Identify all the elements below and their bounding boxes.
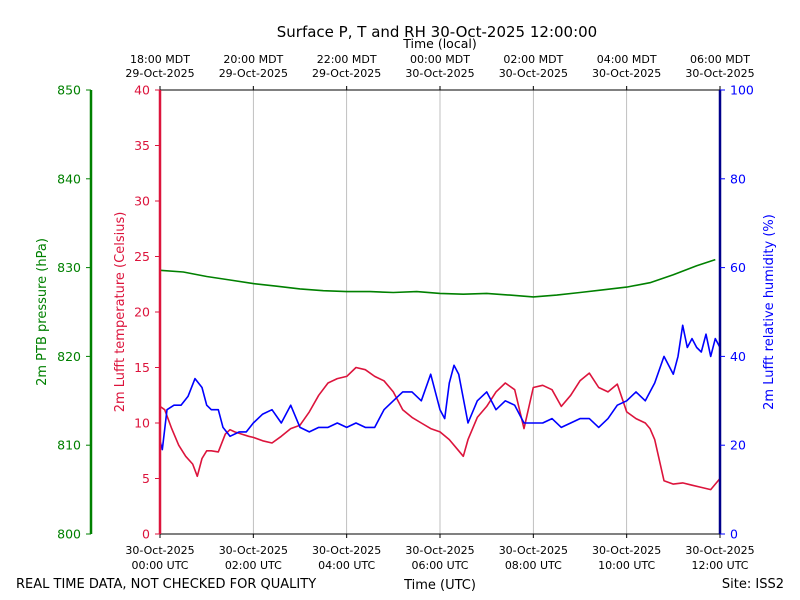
bottom-tick-label-date: 30-Oct-2025 <box>405 544 474 557</box>
top-tick-label-date: 30-Oct-2025 <box>592 67 661 80</box>
bottom-tick-label-time: 10:00 UTC <box>598 559 655 572</box>
temperature-tick-label: 5 <box>142 471 150 486</box>
bottom-tick-label-date: 30-Oct-2025 <box>219 544 288 557</box>
pressure-axis-label: 2m PTB pressure (hPa) <box>35 238 50 386</box>
humidity-tick-label: 0 <box>730 527 738 542</box>
top-tick-label-time: 18:00 MDT <box>130 53 190 66</box>
pressure-tick-label: 820 <box>57 349 81 364</box>
site-label: Site: ISS2 <box>722 577 784 592</box>
humidity-tick-label: 60 <box>730 260 746 275</box>
pressure-series-line <box>159 258 716 298</box>
pressure-tick-label: 830 <box>57 260 81 275</box>
chart-title: Surface P, T and RH 30-Oct-2025 12:00:00 <box>277 23 597 41</box>
bottom-tick-label-date: 30-Oct-2025 <box>685 544 754 557</box>
top-tick-label-time: 22:00 MDT <box>317 53 377 66</box>
humidity-tick-label: 100 <box>730 83 754 98</box>
temperature-tick-label: 0 <box>142 527 150 542</box>
temperature-tick-label: 35 <box>134 138 150 153</box>
temperature-tick-label: 40 <box>134 83 150 98</box>
temperature-tick-label: 15 <box>134 360 150 375</box>
temperature-tick-label: 30 <box>134 194 150 209</box>
temperature-tick-label: 20 <box>134 305 150 320</box>
humidity-tick-label: 80 <box>730 171 746 186</box>
top-tick-label-time: 04:00 MDT <box>597 53 657 66</box>
bottom-axis-label: Time (UTC) <box>403 578 476 593</box>
series-layer <box>159 258 721 491</box>
bottom-tick-label-time: 08:00 UTC <box>505 559 562 572</box>
bottom-tick-label-time: 06:00 UTC <box>411 559 468 572</box>
top-tick-label-time: 06:00 MDT <box>690 53 750 66</box>
bottom-tick-label-date: 30-Oct-2025 <box>312 544 381 557</box>
bottom-tick-label-date: 30-Oct-2025 <box>499 544 568 557</box>
top-tick-label-date: 30-Oct-2025 <box>405 67 474 80</box>
humidity-tick-label: 20 <box>730 438 746 453</box>
humidity-axis-label: 2m Lufft relative humidity (%) <box>762 214 777 410</box>
top-tick-label-date: 29-Oct-2025 <box>125 67 194 80</box>
pressure-tick-label: 810 <box>57 438 81 453</box>
bottom-tick-label-date: 30-Oct-2025 <box>125 544 194 557</box>
bottom-tick-label-time: 00:00 UTC <box>131 559 188 572</box>
pressure-tick-label: 800 <box>57 527 81 542</box>
temperature-axis-label: 2m Lufft temperature (Celsius) <box>113 212 128 413</box>
humidity-tick-label: 40 <box>730 349 746 364</box>
humidity-series-line <box>159 324 721 451</box>
top-tick-label-date: 29-Oct-2025 <box>312 67 381 80</box>
top-tick-label-date: 29-Oct-2025 <box>219 67 288 80</box>
temperature-tick-label: 10 <box>134 416 150 431</box>
bottom-tick-label-date: 30-Oct-2025 <box>592 544 661 557</box>
quality-disclaimer: REAL TIME DATA, NOT CHECKED FOR QUALITY <box>16 577 316 592</box>
pressure-tick-label: 840 <box>57 171 81 186</box>
bottom-tick-label-time: 02:00 UTC <box>225 559 282 572</box>
bottom-tick-label-time: 04:00 UTC <box>318 559 375 572</box>
top-tick-label-time: 02:00 MDT <box>503 53 563 66</box>
temperature-tick-label: 25 <box>134 249 150 264</box>
top-tick-label-date: 30-Oct-2025 <box>499 67 568 80</box>
top-tick-label-time: 00:00 MDT <box>410 53 470 66</box>
top-axis-label: Time (local) <box>402 36 476 51</box>
top-tick-label-time: 20:00 MDT <box>223 53 283 66</box>
pressure-tick-label: 850 <box>57 83 81 98</box>
top-tick-label-date: 30-Oct-2025 <box>685 67 754 80</box>
bottom-tick-label-time: 12:00 UTC <box>691 559 748 572</box>
grid-lines <box>252 90 628 534</box>
